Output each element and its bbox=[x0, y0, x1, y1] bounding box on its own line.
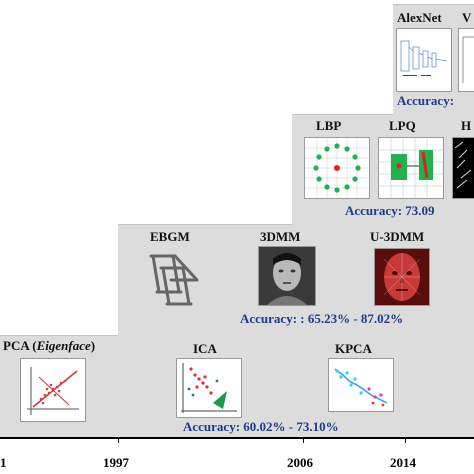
tick-2014 bbox=[405, 437, 406, 443]
timeline-axis bbox=[0, 437, 474, 439]
method-title-ica: ICA bbox=[193, 341, 217, 356]
kpca-thumbnail bbox=[328, 358, 394, 412]
year-label-2006: 2006 bbox=[287, 455, 313, 470]
ebgm-thumbnail bbox=[145, 248, 207, 310]
h-thumbnail bbox=[452, 137, 474, 199]
ica-thumbnail bbox=[176, 358, 242, 418]
pca-thumbnail bbox=[20, 358, 86, 422]
year-label-1997: 1997 bbox=[103, 455, 129, 470]
tier-3-accuracy: Accuracy: 73.09 bbox=[345, 203, 435, 218]
tick-1997 bbox=[118, 437, 119, 443]
tick-2006 bbox=[303, 437, 304, 443]
pca-prefix: PCA ( bbox=[3, 338, 37, 353]
method-title-lpq: LPQ bbox=[389, 118, 416, 133]
method-title-h: H bbox=[461, 118, 472, 133]
pca-eigenface: Eigenface bbox=[36, 338, 91, 353]
method-title-ebgm: EBGM bbox=[150, 229, 190, 244]
3dmm-thumbnail bbox=[258, 246, 316, 306]
year-label-2014: 2014 bbox=[390, 455, 416, 470]
method-title-pca: PCA (Eigenface) bbox=[3, 338, 95, 354]
lbp-thumbnail bbox=[304, 137, 370, 199]
alexnet-thumbnail bbox=[396, 28, 452, 92]
pca-suffix: ) bbox=[90, 338, 96, 353]
method-title-u3dmm: U-3DMM bbox=[370, 229, 425, 244]
u3dmm-thumbnail bbox=[374, 248, 430, 306]
tier-1-accuracy: Accuracy: 60.02% - 73.10% bbox=[183, 419, 339, 434]
v-thumbnail bbox=[458, 28, 474, 92]
method-title-lbp: LBP bbox=[316, 118, 342, 133]
method-title-3dmm: 3DMM bbox=[260, 229, 301, 244]
tier-4-accuracy: Accuracy: bbox=[397, 93, 455, 108]
lpq-thumbnail bbox=[378, 137, 444, 199]
method-title-kpca: KPCA bbox=[335, 341, 372, 356]
year-label-0: 1 bbox=[0, 455, 7, 470]
method-title-v: V bbox=[462, 10, 472, 25]
tier-2-accuracy: Accuracy: : 65.23% - 87.02% bbox=[240, 311, 404, 326]
method-title-alexnet: AlexNet bbox=[397, 10, 442, 25]
